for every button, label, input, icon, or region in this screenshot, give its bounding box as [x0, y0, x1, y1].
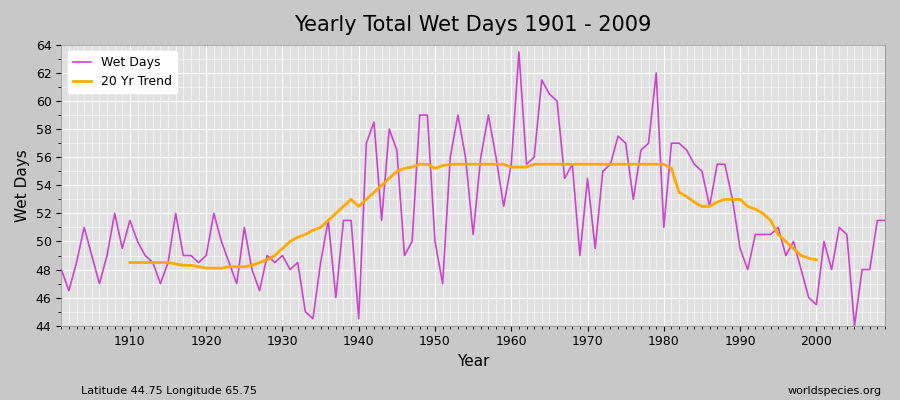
- Line: 20 Yr Trend: 20 Yr Trend: [130, 164, 816, 268]
- 20 Yr Trend: [536, 162, 547, 167]
- 20 Yr Trend: [201, 266, 212, 270]
- 20 Yr Trend: [811, 257, 822, 262]
- Text: worldspecies.org: worldspecies.org: [788, 386, 882, 396]
- 20 Yr Trend: [292, 235, 303, 240]
- Wet Days: [117, 246, 128, 251]
- 20 Yr Trend: [308, 228, 319, 233]
- Wet Days: [514, 50, 525, 54]
- 20 Yr Trend: [804, 256, 814, 261]
- 20 Yr Trend: [414, 162, 425, 167]
- Line: Wet Days: Wet Days: [61, 52, 885, 326]
- 20 Yr Trend: [124, 260, 135, 265]
- Wet Days: [879, 218, 890, 223]
- 20 Yr Trend: [216, 266, 227, 270]
- Wet Days: [56, 267, 67, 272]
- Title: Yearly Total Wet Days 1901 - 2009: Yearly Total Wet Days 1901 - 2009: [294, 15, 652, 35]
- 20 Yr Trend: [719, 197, 730, 202]
- Y-axis label: Wet Days: Wet Days: [15, 149, 30, 222]
- Wet Days: [506, 162, 517, 167]
- Wet Days: [284, 267, 295, 272]
- Legend: Wet Days, 20 Yr Trend: Wet Days, 20 Yr Trend: [68, 51, 177, 93]
- X-axis label: Year: Year: [457, 354, 490, 369]
- Wet Days: [849, 323, 859, 328]
- Wet Days: [330, 295, 341, 300]
- Wet Days: [605, 162, 616, 167]
- Wet Days: [499, 204, 509, 209]
- Text: Latitude 44.75 Longitude 65.75: Latitude 44.75 Longitude 65.75: [81, 386, 257, 396]
